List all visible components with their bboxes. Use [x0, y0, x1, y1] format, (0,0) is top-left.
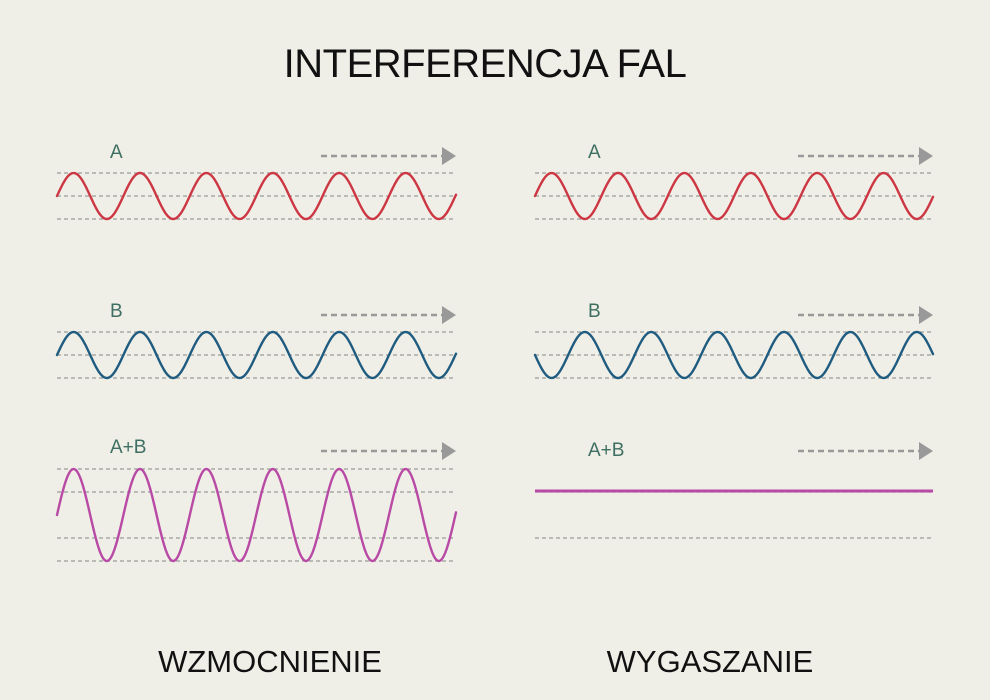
constructive-b-direction-arrow [321, 306, 456, 324]
caption-constructive: WZMOCNIENIE [158, 644, 382, 679]
destructive-b-direction-arrow [798, 306, 933, 324]
constructive-sum-label: A+B [110, 437, 146, 458]
destructive-a-direction-arrow [798, 147, 933, 165]
constructive-sum-wave [55, 467, 458, 563]
destructive-a-label: A [588, 142, 601, 163]
destructive-b-label: B [588, 301, 601, 322]
constructive-a-wave [55, 171, 458, 221]
destructive-b-wave [533, 330, 935, 380]
constructive-b-label: B [110, 301, 123, 322]
constructive-b-wave [55, 330, 458, 380]
constructive-a-label: A [110, 142, 123, 163]
destructive-a-wave [533, 171, 935, 221]
constructive-a-direction-arrow [321, 147, 456, 165]
destructive-sum-direction-arrow [798, 442, 933, 460]
caption-destructive: WYGASZANIE [606, 644, 814, 679]
constructive-sum-direction-arrow [321, 442, 456, 460]
page-title: INTERFERENCJA FAL [283, 42, 687, 86]
destructive-sum-label: A+B [588, 440, 624, 461]
